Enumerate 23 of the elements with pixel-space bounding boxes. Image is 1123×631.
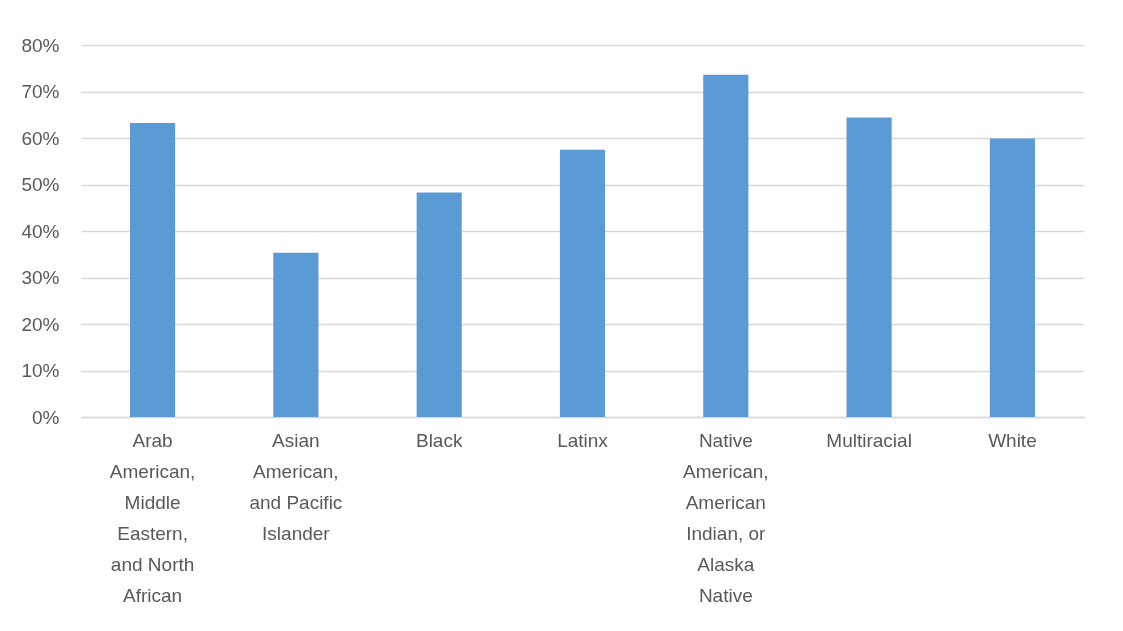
x-tick-label: Native American, American Indian, or Alaska Native — [683, 429, 769, 606]
x-tick-label: Black — [415, 429, 463, 451]
y-tick-label: 50% — [21, 174, 60, 195]
y-tick-label: 30% — [21, 267, 60, 288]
y-tick-label: 80% — [21, 34, 60, 56]
bar — [273, 252, 319, 417]
y-tick-label: 0% — [32, 406, 60, 428]
x-tick-label: Asian American, and Pacific Islander — [249, 429, 343, 544]
bar — [703, 74, 749, 417]
bar — [416, 192, 462, 417]
y-tick-label: 10% — [21, 360, 60, 381]
y-tick-label: 70% — [21, 81, 60, 102]
bar — [130, 123, 176, 417]
x-tick-label: White — [988, 429, 1037, 451]
bar — [559, 149, 606, 417]
x-tick-label: Arab American, Middle Eastern, and North African — [109, 429, 196, 606]
y-tick-label: 20% — [21, 313, 60, 335]
bar — [989, 138, 1035, 417]
y-tick-label: 60% — [21, 127, 60, 149]
x-tick-label: Multiracial — [826, 429, 912, 451]
x-tick-label: Latinx — [557, 429, 609, 451]
y-tick-label: 40% — [21, 220, 60, 242]
bar — [846, 117, 892, 417]
